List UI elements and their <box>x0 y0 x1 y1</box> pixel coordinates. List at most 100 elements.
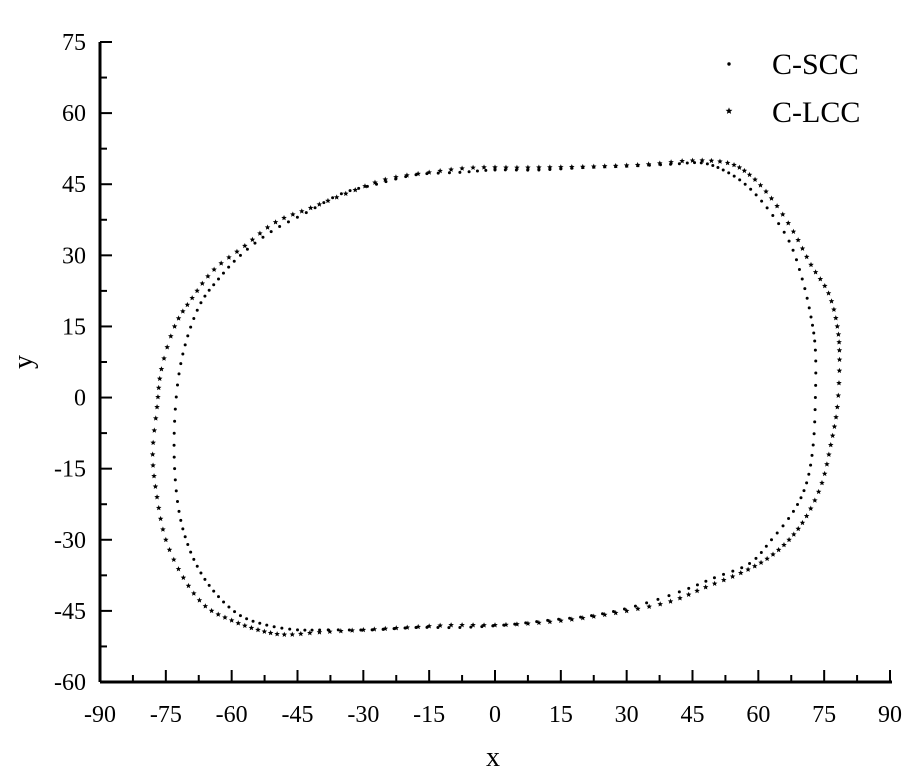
data-point <box>221 271 225 275</box>
data-point <box>172 431 176 435</box>
data-point <box>470 622 476 628</box>
data-point <box>286 220 290 224</box>
data-point <box>795 237 801 243</box>
data-point <box>814 371 818 375</box>
data-point <box>752 563 758 569</box>
data-point <box>249 236 256 243</box>
data-point <box>580 615 586 621</box>
legend-label-c-scc: C-SCC <box>772 48 859 81</box>
data-point <box>404 624 410 630</box>
data-point <box>813 348 817 352</box>
data-point <box>721 577 727 583</box>
data-point <box>835 392 842 398</box>
data-point <box>722 572 726 576</box>
data-point <box>821 470 828 477</box>
data-point <box>303 628 307 632</box>
data-point <box>281 631 288 637</box>
data-point <box>459 622 465 628</box>
data-point <box>202 603 209 609</box>
data-point <box>812 269 819 275</box>
data-point <box>222 614 228 620</box>
data-point <box>217 595 220 599</box>
data-point <box>205 273 211 279</box>
data-point <box>174 489 178 493</box>
data-point <box>685 591 692 597</box>
data-point <box>191 590 197 596</box>
y-tick-label: -45 <box>54 599 86 625</box>
data-point <box>196 597 203 603</box>
data-point <box>233 610 237 614</box>
data-point <box>645 601 649 605</box>
data-point <box>179 518 183 522</box>
data-point <box>212 589 216 593</box>
data-point <box>822 283 828 289</box>
data-point <box>325 197 331 204</box>
data-point <box>824 461 830 467</box>
data-point <box>740 566 744 570</box>
data-point <box>186 543 190 547</box>
data-point <box>814 383 818 387</box>
data-point <box>339 192 343 196</box>
data-point <box>322 201 326 205</box>
data-point <box>467 170 471 174</box>
data-point <box>514 621 520 627</box>
data-point <box>181 352 185 356</box>
data-point <box>172 443 176 447</box>
data-point <box>805 296 809 300</box>
data-point <box>748 561 752 565</box>
data-point <box>203 294 207 298</box>
data-point <box>261 235 265 239</box>
data-point <box>181 527 185 531</box>
data-point <box>803 253 810 260</box>
data-point <box>743 182 747 186</box>
data-point <box>657 160 663 166</box>
data-point <box>779 211 786 217</box>
data-point <box>836 339 842 345</box>
data-point <box>313 206 317 210</box>
data-point <box>731 569 735 573</box>
data-point <box>203 577 207 581</box>
data-point <box>158 366 165 372</box>
data-point <box>218 260 224 266</box>
data-point <box>185 582 192 589</box>
data-point <box>536 164 542 170</box>
data-point <box>264 224 271 230</box>
data-point <box>819 479 825 486</box>
data-point <box>174 395 178 399</box>
data-point <box>393 174 399 180</box>
data-point <box>150 439 156 446</box>
data-point <box>192 316 196 320</box>
x-tick-label: 15 <box>549 702 573 728</box>
data-point <box>689 157 696 163</box>
data-point <box>175 315 182 321</box>
data-point <box>151 473 157 479</box>
data-point <box>227 605 231 609</box>
data-point <box>382 625 389 632</box>
x-tick-label: -75 <box>150 702 182 728</box>
x-tick-label: 30 <box>615 702 639 728</box>
data-point <box>809 315 813 319</box>
x-tick-label: -15 <box>413 702 445 728</box>
data-point <box>437 622 443 628</box>
data-point <box>831 306 837 312</box>
data-point <box>699 157 705 163</box>
data-point <box>157 515 164 522</box>
data-point <box>796 502 800 506</box>
data-point <box>183 343 187 347</box>
x-tick-label: 60 <box>746 702 770 728</box>
data-point <box>702 584 709 590</box>
data-point <box>173 478 177 482</box>
data-point <box>712 576 716 580</box>
data-point <box>481 164 487 170</box>
data-point <box>601 163 608 169</box>
data-point <box>812 331 816 335</box>
data-point <box>787 517 791 521</box>
data-point <box>310 628 314 632</box>
data-point <box>774 203 780 209</box>
data-point <box>525 620 531 626</box>
data-point <box>827 442 834 448</box>
data-point <box>799 245 806 251</box>
y-tick-label: -15 <box>54 457 86 483</box>
data-point <box>348 189 352 193</box>
